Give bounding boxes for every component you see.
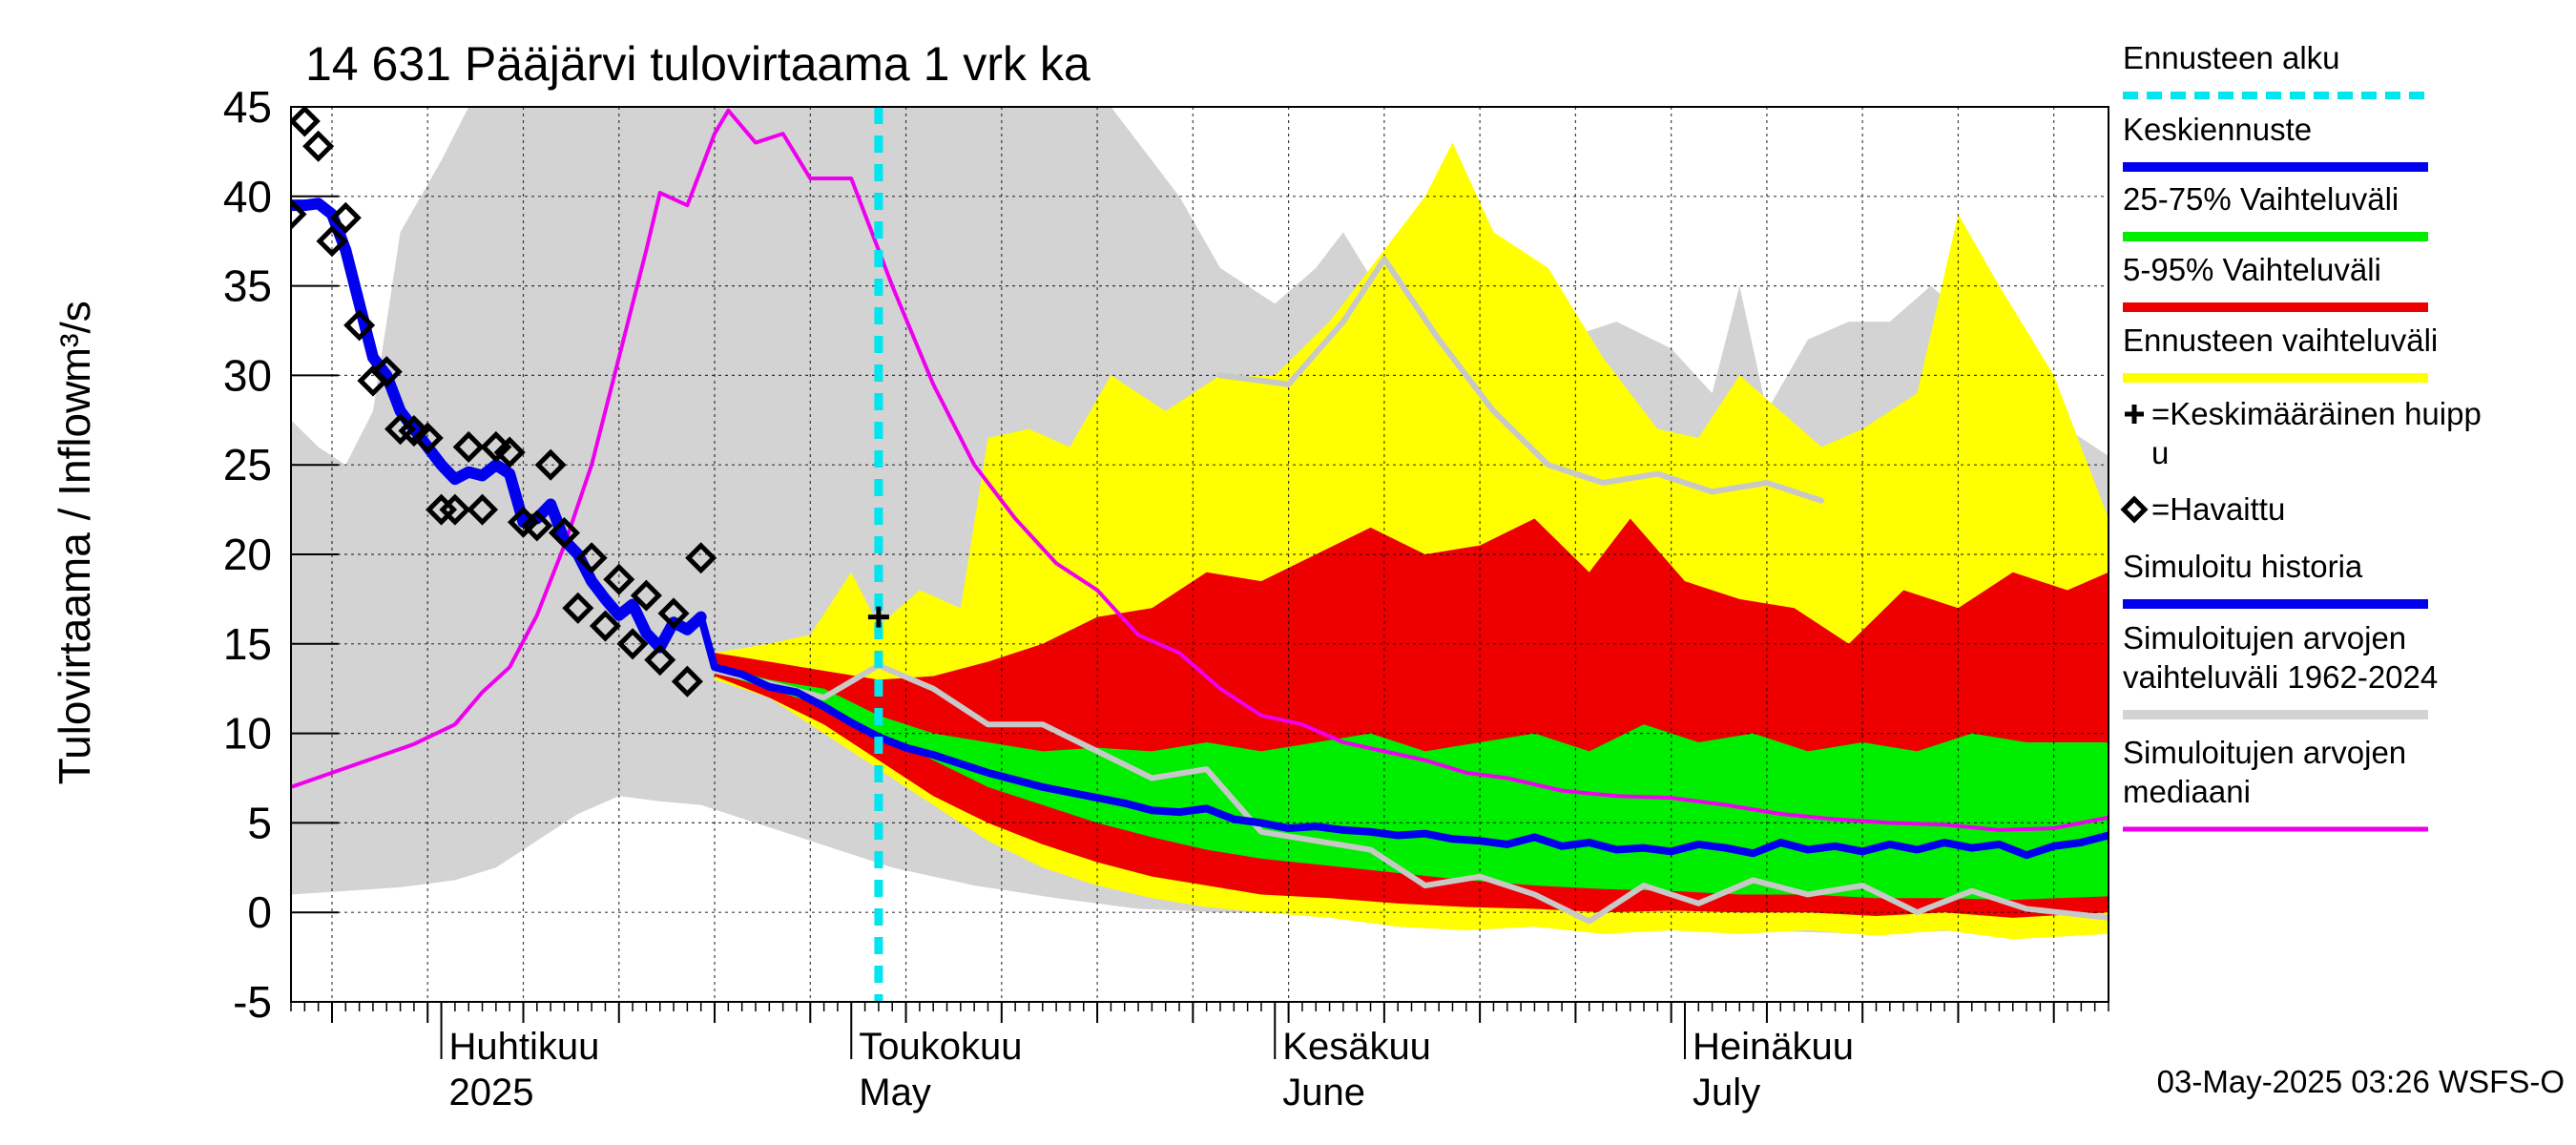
y-tick-label: -5 (233, 977, 272, 1027)
observed-point (562, 592, 594, 624)
legend-diamond-icon (2120, 495, 2149, 524)
legend-label: =Havaittu (2151, 491, 2285, 527)
range-25-75-band (715, 665, 2109, 901)
observed-point (548, 516, 581, 550)
legend: Ennusteen alku Keskiennuste 25-75% Vaihtel… (2120, 40, 2482, 832)
observed-point (671, 665, 703, 697)
sim-median-line (291, 108, 2109, 832)
footer-timestamp: 03-May-2025 03:26 WSFS-O (2157, 1064, 2565, 1099)
observed-point (575, 542, 608, 574)
legend-label: 25-75% Vaihteluväli (2123, 181, 2399, 217)
x-month-label-en: July (1693, 1072, 1760, 1114)
observed-point (329, 201, 362, 234)
observed-point (657, 597, 690, 630)
y-tick-label: 30 (223, 350, 272, 400)
observed-point (316, 225, 348, 258)
legend-label: Ennusteen vaihteluväli (2123, 323, 2438, 358)
legend-label: u (2151, 435, 2169, 470)
observed-point (370, 356, 403, 388)
observed-point (616, 628, 649, 660)
observed-point (302, 130, 335, 162)
observed-point (291, 198, 307, 231)
observed-point (644, 644, 676, 677)
x-month-label-fi: Huhtikuu (449, 1026, 600, 1068)
y-tick-label: 35 (223, 261, 272, 311)
plot-area (291, 107, 2109, 1002)
observed-point (589, 610, 621, 642)
y-tick-label: 10 (223, 709, 272, 759)
mean-peak-marker (867, 606, 889, 628)
legend-label: Keskiennuste (2123, 112, 2312, 147)
x-month-label-fi: Heinäkuu (1693, 1026, 1854, 1068)
observed-point (630, 579, 662, 612)
observed-point (291, 107, 321, 137)
observed-point (534, 448, 567, 481)
sim-range-median-line (1216, 256, 1825, 504)
observed-point (343, 309, 376, 342)
chart-title: 14 631 Pääjärvi tulovirtaama 1 vrk ka (305, 37, 1091, 91)
y-tick-label: 20 (223, 530, 272, 579)
x-month-label-en: June (1282, 1072, 1365, 1114)
sim-history-line (291, 198, 707, 654)
legend-label: vaihteluväli 1962-2024 (2123, 659, 2438, 695)
y-tick-label: 25 (223, 440, 272, 489)
observed-point (439, 493, 471, 526)
y-axis-unit: m³/s (52, 301, 99, 383)
y-tick-label: 0 (247, 887, 272, 937)
mean-forecast-line (696, 613, 2109, 860)
axes: -5051015202530354045Huhtikuu2025Toukokuu… (50, 82, 2109, 1114)
x-month-label-en: 2025 (449, 1072, 534, 1114)
legend-label: Ennusteen alku (2123, 40, 2340, 75)
observed-point (411, 422, 444, 454)
y-tick-label: 45 (223, 82, 272, 132)
legend-label: Simuloitujen arvojen (2123, 620, 2406, 656)
legend-label: Simuloitujen arvojen (2123, 735, 2406, 770)
y-axis-label: Tulovirtaama / Inflow (50, 381, 99, 784)
observed-point (603, 563, 635, 595)
observed-point (493, 436, 526, 468)
observed-point (466, 493, 499, 526)
observed-point (452, 430, 485, 463)
y-tick-label: 5 (247, 798, 272, 847)
y-tick-label: 40 (223, 172, 272, 221)
y-tick-label: 15 (223, 619, 272, 669)
observed-point (521, 510, 553, 542)
observed-point (685, 542, 717, 574)
x-month-label-fi: Kesäkuu (1282, 1026, 1431, 1068)
x-month-label-fi: Toukokuu (859, 1026, 1022, 1068)
legend-label: Simuloitu historia (2123, 549, 2363, 584)
observed-point (398, 415, 430, 448)
forecast-median-line (712, 662, 2109, 925)
legend-label: =Keskimääräinen huipp (2151, 396, 2482, 431)
legend-label: 5-95% Vaihteluväli (2123, 252, 2381, 287)
x-month-label-en: May (859, 1072, 931, 1114)
legend-cross-icon (2125, 405, 2144, 424)
plot-content (291, 107, 2109, 1002)
legend-label: mediaani (2123, 774, 2251, 809)
